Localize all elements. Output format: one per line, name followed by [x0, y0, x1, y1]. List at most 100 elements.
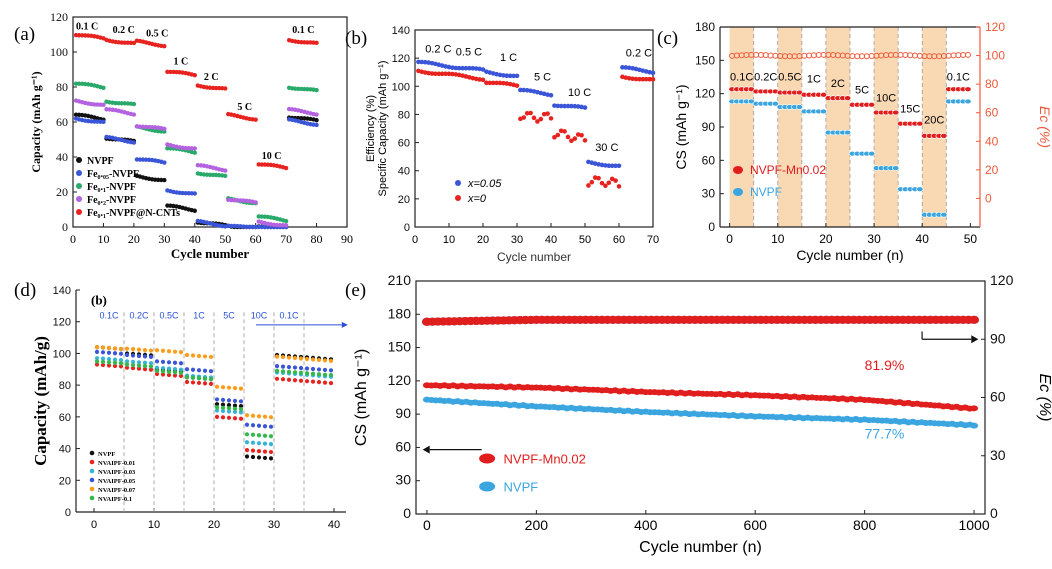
panel-d-point — [244, 448, 250, 453]
panel-b-x-tick-label: 50 — [579, 234, 591, 246]
panel-c-rate-band — [874, 27, 899, 227]
panel-d-point — [214, 414, 220, 419]
panel-b-point — [599, 180, 605, 186]
panel-a-point — [247, 224, 252, 230]
panel-d-point — [130, 366, 136, 371]
panel-e-y-axis-title: CS (mAh g⁻¹) — [353, 349, 370, 446]
panel-e-right-y-tick-label: 60 — [990, 389, 1006, 405]
panel-b-point — [626, 75, 632, 81]
panel-d-point — [178, 350, 184, 355]
panel-d-point — [106, 350, 112, 355]
panel-a-rate-label: 1 C — [173, 56, 188, 67]
panel-e-left-arrow-head — [422, 445, 430, 454]
panel-b-point — [623, 75, 629, 80]
panel-a-legend-label: Fe₀.₀₅-NVPF — [87, 169, 139, 180]
panel-c-y-tick-label: 0 — [708, 220, 715, 234]
panel-a-point — [101, 85, 106, 91]
panel-c-point — [892, 109, 900, 116]
panel-d-point — [190, 380, 196, 385]
panel-b-point — [497, 72, 503, 78]
panel-d-rate-label: 1C — [193, 311, 205, 321]
panel-d-point — [196, 376, 202, 381]
panel-c-rate-label: 10C — [876, 92, 896, 104]
panel-c-point — [820, 92, 828, 98]
panel-b-y-tick-label: 80 — [398, 109, 410, 121]
panel-d-point — [328, 373, 334, 378]
panel-d-point — [136, 360, 142, 365]
panel-d-point — [244, 413, 250, 418]
panel-a-point — [131, 140, 137, 145]
panel-d-point — [250, 413, 256, 418]
panel-d-point — [274, 354, 280, 359]
panel-d-y-tick-label: 20 — [59, 475, 71, 487]
panel-b-point — [589, 179, 595, 185]
panel-c-right-y-tick-label: 100 — [985, 49, 1005, 63]
panel-b-point — [422, 59, 428, 65]
panel-a-legend-marker — [76, 170, 82, 176]
panel-d-point — [136, 363, 142, 368]
panel-b-point — [579, 104, 584, 110]
panel-e-right-arrow-head — [971, 335, 979, 344]
panel-d-point — [274, 368, 280, 373]
panel-b-rate-label: 30 C — [595, 142, 618, 154]
panel-d-point — [244, 440, 250, 445]
panel-d-point — [238, 416, 244, 421]
panel-d-point — [232, 386, 238, 391]
panel-b-x-tick-label: 30 — [511, 234, 523, 246]
panel-d-point — [256, 455, 262, 460]
panel-d-point — [316, 372, 322, 377]
panel-a-point — [101, 102, 106, 107]
panel-d-point — [118, 364, 124, 369]
panel-a-point — [314, 87, 319, 93]
panel-d-point — [274, 364, 280, 369]
panel-d-point — [148, 354, 154, 360]
panel-a-point — [162, 177, 167, 183]
panel-d-point — [100, 356, 106, 361]
panel-b-point — [504, 73, 510, 79]
panel-a-point — [168, 69, 173, 75]
panel-d-point — [94, 356, 100, 361]
panel-a-point — [131, 112, 137, 117]
panel-b-legend-marker — [455, 195, 461, 201]
panel-d-point — [298, 370, 304, 375]
panel-a-x-tick-label: 50 — [219, 232, 231, 246]
panel-d-point — [292, 365, 298, 370]
panel-b-point — [521, 115, 527, 120]
panel-d-legend-marker — [89, 468, 95, 474]
panel-d-point — [208, 354, 214, 360]
panel-a-x-tick-label: 0 — [70, 232, 76, 246]
panel-b-point — [572, 103, 578, 109]
panel-c-ec-point — [757, 51, 764, 58]
panel-d-point — [136, 366, 142, 371]
panel-b-point — [504, 81, 510, 86]
panel-b-point — [538, 116, 544, 122]
panel-a-point — [143, 124, 149, 130]
panel-d-point — [304, 356, 310, 362]
panel-b-legend-label: x=0 — [467, 193, 487, 205]
panel-d-point — [250, 448, 256, 453]
panel-d-point — [214, 384, 220, 389]
panel-c-x-tick-label: 0 — [726, 232, 733, 246]
panel-d-point — [208, 369, 214, 374]
panel-d-point — [148, 348, 154, 353]
panel-b-point — [565, 134, 571, 140]
panel-c-ec-point — [849, 53, 856, 60]
panel-b-x-axis-title: Cycle number — [497, 250, 571, 264]
panel-d-point — [166, 369, 172, 374]
panel-a-legend-label: Fe₀.₁-NVPF — [87, 182, 136, 193]
panel-a-point — [299, 86, 304, 92]
panel-d-point — [322, 358, 328, 363]
panel-a-point — [314, 40, 319, 46]
panel-b-legend-label: x=0.05 — [467, 178, 502, 190]
panel-d-point — [166, 366, 172, 371]
panel-c-ec-point — [820, 51, 827, 58]
panel-a-point — [159, 177, 164, 183]
panel-c-ec-point — [772, 52, 779, 59]
panel-c-point — [820, 108, 828, 115]
panel-d-point — [112, 357, 118, 362]
panel-d-point — [280, 377, 286, 382]
panel-e-y-tick-label: 150 — [388, 339, 412, 355]
panel-a-point — [73, 81, 79, 86]
panel-b-point — [497, 80, 503, 86]
panel-b-point — [552, 135, 557, 140]
